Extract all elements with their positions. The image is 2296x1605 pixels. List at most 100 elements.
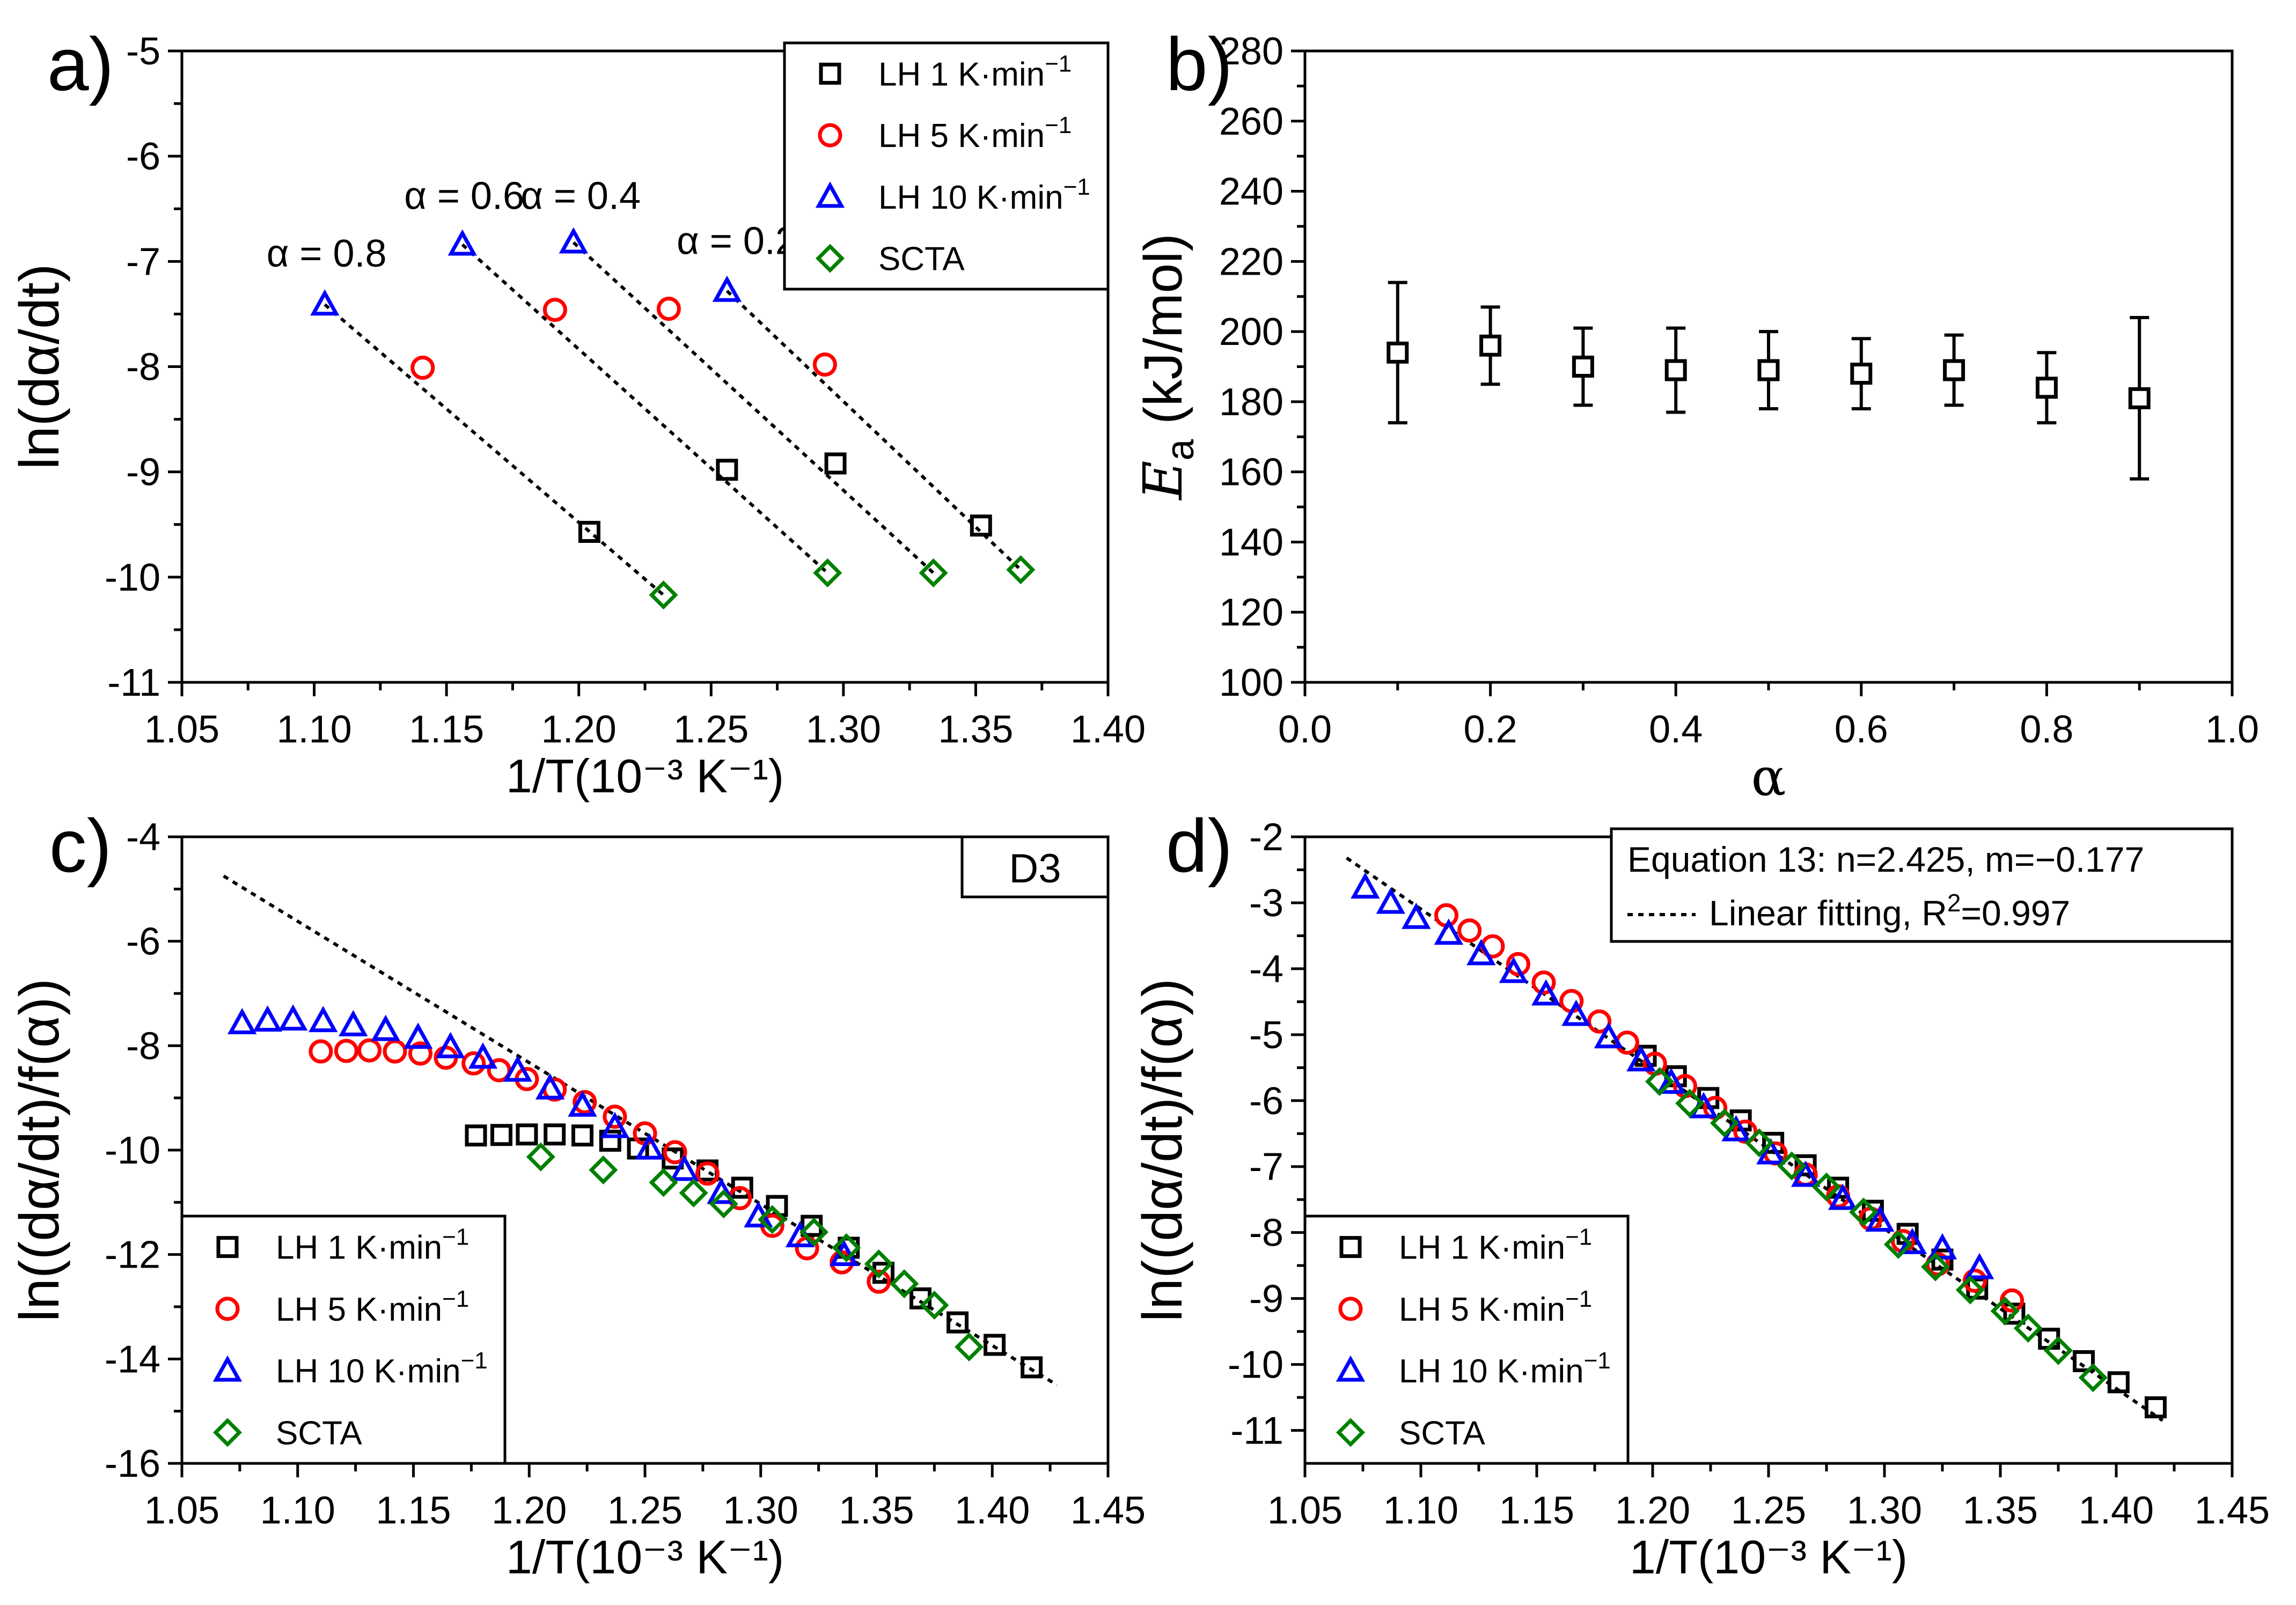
- legend-label-d: SCTA: [1399, 1415, 1485, 1452]
- legend-label-c: SCTA: [276, 1415, 362, 1452]
- legend-marker-c: [216, 1236, 239, 1258]
- y-axis-label-d: ln((dα/dt)/f(α)): [1132, 978, 1194, 1322]
- y-tick-label-a: -5: [126, 30, 160, 73]
- data-point: [1479, 334, 1502, 357]
- legend-label-a: SCTA: [878, 241, 965, 278]
- data-point: [1434, 918, 1464, 945]
- x-axis-label-b: α: [1751, 747, 1786, 807]
- x-axis-label-c: 1/T(10⁻³ K⁻¹): [506, 1530, 784, 1584]
- data-point: [1402, 902, 1431, 929]
- y-tick-label-d: -7: [1249, 1146, 1283, 1189]
- y-axis-label-a: ln(dα/dt): [9, 264, 71, 470]
- marker-background: [1758, 360, 1779, 381]
- y-tick-label-d: -9: [1249, 1278, 1283, 1321]
- series-c-2: [227, 1004, 859, 1267]
- data-point: [2078, 1363, 2108, 1393]
- data-point: [334, 1039, 358, 1063]
- data-point: [1762, 1131, 1785, 1154]
- x-tick-label-b: 0.6: [1835, 708, 1888, 751]
- data-point: [309, 1006, 338, 1033]
- data-point: [1865, 1205, 1895, 1232]
- legend-sup: −1: [1045, 112, 1072, 138]
- equation-box: [1610, 827, 2234, 943]
- legend-marker-a: [818, 123, 842, 148]
- data-point: [2003, 1302, 2026, 1325]
- y-tick-label-d: -6: [1249, 1080, 1283, 1123]
- series-b-0: [1387, 281, 2151, 481]
- marker-background: [1666, 360, 1686, 381]
- x-tick-label-a: 1.20: [541, 708, 617, 751]
- data-point: [516, 1123, 538, 1146]
- legend-text: LH 5 K·min: [276, 1291, 442, 1328]
- data-point: [371, 1014, 400, 1041]
- marker-background: [2036, 377, 2057, 398]
- legend-marker-c: [215, 1297, 240, 1321]
- data-point: [357, 1038, 382, 1063]
- marker-background: [1851, 363, 1872, 384]
- x-tick-label-c: 1.45: [1070, 1489, 1146, 1532]
- fit-line-a-1: [461, 243, 829, 575]
- data-point: [920, 1291, 949, 1320]
- x-tick-label-d: 1.40: [2079, 1489, 2154, 1532]
- x-tick-label-c: 1.20: [492, 1489, 567, 1532]
- y-tick-label-b: 160: [1219, 451, 1283, 494]
- x-tick-label-d: 1.20: [1615, 1489, 1690, 1532]
- legend-label-d: LH 5 K·min−1: [1399, 1286, 1592, 1328]
- data-point: [1964, 1253, 1994, 1279]
- data-point: [1811, 1172, 1842, 1202]
- x-tick-label-d: 1.25: [1731, 1489, 1806, 1532]
- data-point: [1387, 341, 1409, 364]
- data-point: [832, 1233, 861, 1263]
- data-point: [984, 1334, 1006, 1356]
- y-tick-label-b: 260: [1219, 100, 1283, 143]
- data-point: [490, 1124, 512, 1146]
- y-tick-label-b: 180: [1219, 381, 1283, 424]
- panel-d: d) 1.05 1.10 1.15 1.20 1.25 1.30 1.35 1.40 1.45 -2…: [1132, 804, 2270, 1584]
- legend-sup: −1: [461, 1348, 488, 1374]
- data-point: [568, 1090, 597, 1117]
- data-point: [635, 1133, 664, 1160]
- x-tick-label-c: 1.05: [144, 1489, 219, 1532]
- y-tick-label-d: -10: [1228, 1344, 1283, 1387]
- data-point: [1777, 1151, 1807, 1181]
- data-point: [712, 275, 742, 302]
- data-point: [1506, 952, 1530, 976]
- x-tick-label-b: 1.0: [2205, 708, 2259, 751]
- data-point: [1531, 970, 1556, 995]
- alpha-annotation: α = 0.6: [404, 174, 524, 217]
- series-c-0: [465, 1123, 1043, 1379]
- data-point: [436, 1032, 465, 1058]
- x-tick-label-a: 1.05: [144, 708, 219, 751]
- data-point: [526, 1142, 555, 1172]
- y-tick-label-b: 200: [1219, 311, 1283, 354]
- data-point: [867, 1269, 891, 1294]
- y-tick-label-b: 220: [1219, 240, 1283, 283]
- data-point: [227, 1008, 257, 1034]
- y-tick-label-b: 280: [1219, 30, 1283, 73]
- data-point: [1927, 1233, 1957, 1260]
- data-point: [448, 229, 477, 256]
- data-point: [731, 1176, 753, 1199]
- x-tick-label-d: 1.45: [2195, 1489, 2270, 1532]
- legend-text: LH 1 K·min: [878, 56, 1045, 93]
- x-tick-label-a: 1.30: [806, 708, 881, 751]
- data-point: [2013, 1313, 2043, 1343]
- x-tick-label-d: 1.15: [1499, 1489, 1574, 1532]
- x-axis-label-a: 1/T(10⁻³ K⁻¹): [506, 749, 784, 802]
- x-tick-label-d: 1.05: [1267, 1489, 1343, 1532]
- panel-label-a: a): [47, 22, 114, 106]
- data-point: [253, 1005, 282, 1032]
- data-point: [408, 1041, 432, 1066]
- legend-marker-a: [819, 62, 841, 85]
- legend-sup: −1: [1045, 50, 1072, 77]
- data-point: [603, 1105, 627, 1129]
- x-tick-label-d: 1.10: [1383, 1489, 1458, 1532]
- x-tick-label-a: 1.35: [938, 708, 1013, 751]
- legend-marker-d: [1336, 1355, 1366, 1382]
- alpha-annotation: α = 0.8: [267, 232, 387, 275]
- data-point: [813, 558, 842, 588]
- series-a-3: [649, 555, 1036, 610]
- data-point: [465, 1124, 487, 1147]
- data-point: [544, 1123, 566, 1146]
- data-point: [1850, 363, 1873, 385]
